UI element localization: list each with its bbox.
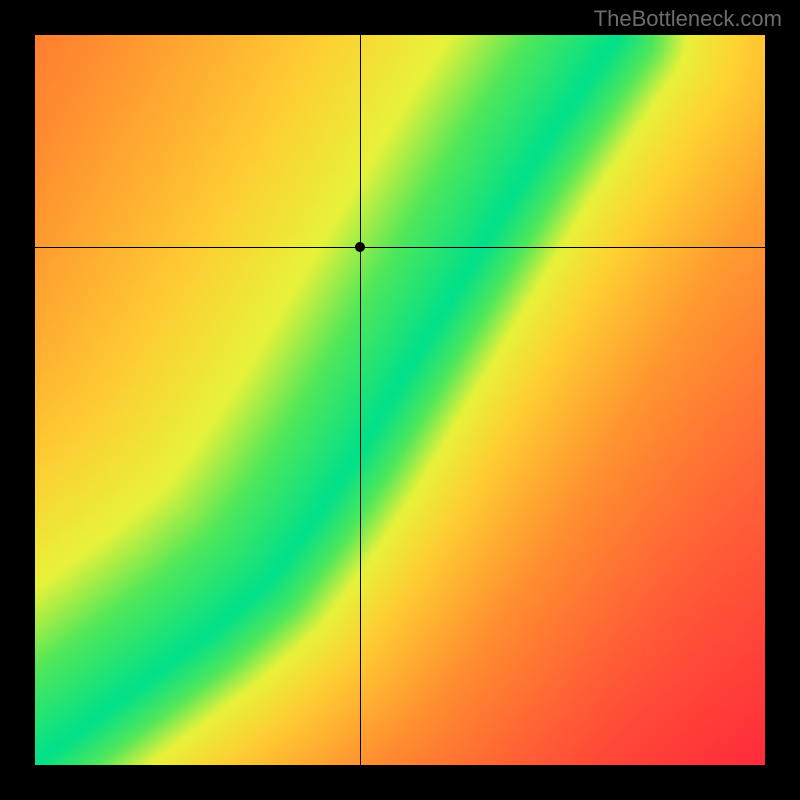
heatmap-canvas	[35, 35, 765, 765]
heatmap-plot	[35, 35, 765, 765]
figure-container: TheBottleneck.com	[0, 0, 800, 800]
watermark-text: TheBottleneck.com	[594, 6, 782, 32]
